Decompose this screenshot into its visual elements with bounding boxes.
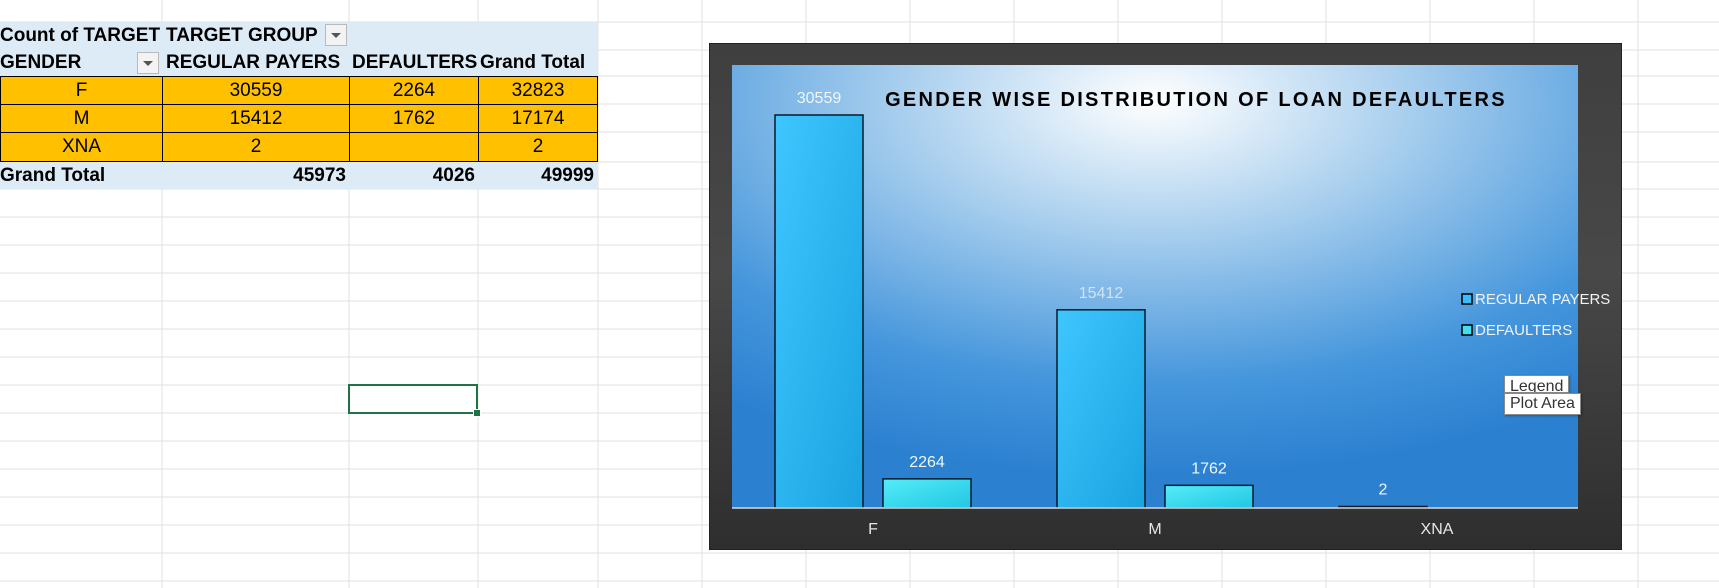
pivot-col-header-total: Grand Total [480, 52, 586, 73]
legend-entry-label[interactable]: DEFAULTERS [1475, 322, 1572, 339]
selected-cell[interactable] [348, 384, 478, 414]
pivot-cell-value[interactable]: 32823 [511, 80, 565, 101]
bar-data-label: 30559 [797, 90, 842, 107]
pivot-cell-bg [162, 104, 350, 133]
pivot-cell-value[interactable]: 15412 [229, 108, 283, 129]
pivot-cell-bg [162, 132, 350, 162]
chart-area[interactable]: GENDER WISE DISTRIBUTION OF LOAN DEFAULT… [709, 43, 1622, 550]
bar-regular-payers[interactable] [1056, 309, 1146, 509]
bar-defaulters[interactable] [882, 478, 972, 509]
fill-handle[interactable] [473, 409, 481, 417]
pivot-grand-total-value[interactable]: 45973 [293, 165, 346, 186]
pivot-cell-value[interactable]: 2 [250, 136, 262, 157]
bar-data-label: 2 [1379, 482, 1388, 499]
x-axis-tick-labels: F M XNA [868, 521, 1454, 538]
pivot-row-label[interactable]: F [75, 80, 88, 101]
pivot-cell-bg [0, 132, 163, 162]
pivot-cell-bg [349, 104, 479, 133]
pivot-cell-bg [478, 132, 598, 162]
pivot-column-field-label: TARGET GROUP [166, 25, 318, 46]
pivot-grand-total-label[interactable]: Grand Total [0, 165, 106, 186]
pivot-value-field-label: Count of TARGET [0, 25, 161, 46]
column-filter-dropdown[interactable] [325, 24, 347, 46]
legend-tooltip: Legend [1504, 375, 1570, 393]
pivot-row-label[interactable]: XNA [61, 136, 102, 157]
plot-area-background[interactable] [732, 65, 1578, 508]
chart-svg[interactable]: GENDER WISE DISTRIBUTION OF LOAN DEFAULT… [710, 44, 1623, 551]
legend-entry-label[interactable]: REGULAR PAYERS [1475, 291, 1610, 308]
pivot-header-row2-bg [0, 50, 598, 76]
row-filter-dropdown[interactable] [137, 52, 159, 74]
legend-swatch[interactable] [1461, 324, 1473, 336]
pivot-cell-value[interactable]: 17174 [511, 108, 565, 129]
pivot-cell-value[interactable]: 30559 [229, 80, 283, 101]
x-tick-label: XNA [1421, 521, 1454, 538]
bar-data-label: 2264 [909, 454, 945, 471]
pivot-header-row1-bg [0, 22, 598, 50]
pivot-col-header-regular: REGULAR PAYERS [166, 52, 341, 73]
plot-area-tooltip: Plot Area [1504, 393, 1581, 415]
bar-defaulters[interactable] [1164, 484, 1254, 509]
legend-swatch[interactable] [1461, 293, 1473, 305]
pivot-grand-total-bg [0, 162, 598, 189]
pivot-cell-value[interactable]: 1762 [392, 108, 436, 129]
chart-title[interactable]: GENDER WISE DISTRIBUTION OF LOAN DEFAULT… [885, 89, 1507, 111]
bar-data-label: 15412 [1079, 285, 1124, 302]
pivot-table: Count of TARGET TARGET GROUP GENDER REGU… [0, 0, 600, 190]
pivot-row-field-label: GENDER [0, 52, 82, 73]
pivot-grand-total-value[interactable]: 4026 [432, 165, 475, 186]
pivot-row-label[interactable]: M [73, 108, 90, 129]
pivot-cell-value[interactable]: 2 [532, 136, 544, 157]
pivot-cell-value[interactable]: 2264 [392, 80, 436, 101]
chart-legend[interactable]: REGULAR PAYERS DEFAULTERS [1461, 291, 1610, 339]
pivot-cell-bg [478, 76, 598, 105]
bar-series-group[interactable] [774, 114, 1428, 509]
pivot-grand-total-value[interactable]: 49999 [541, 165, 594, 186]
pivot-cell-bg [0, 104, 163, 133]
x-tick-label: M [1148, 521, 1161, 538]
pivot-cell-bg [349, 132, 479, 162]
pivot-col-header-defaulters: DEFAULTERS [352, 52, 478, 73]
data-labels-group: 30559 2264 15412 1762 2 [797, 90, 1388, 499]
x-tick-label: F [868, 521, 878, 538]
bar-data-label: 1762 [1191, 460, 1227, 477]
bar-regular-payers[interactable] [774, 114, 864, 509]
